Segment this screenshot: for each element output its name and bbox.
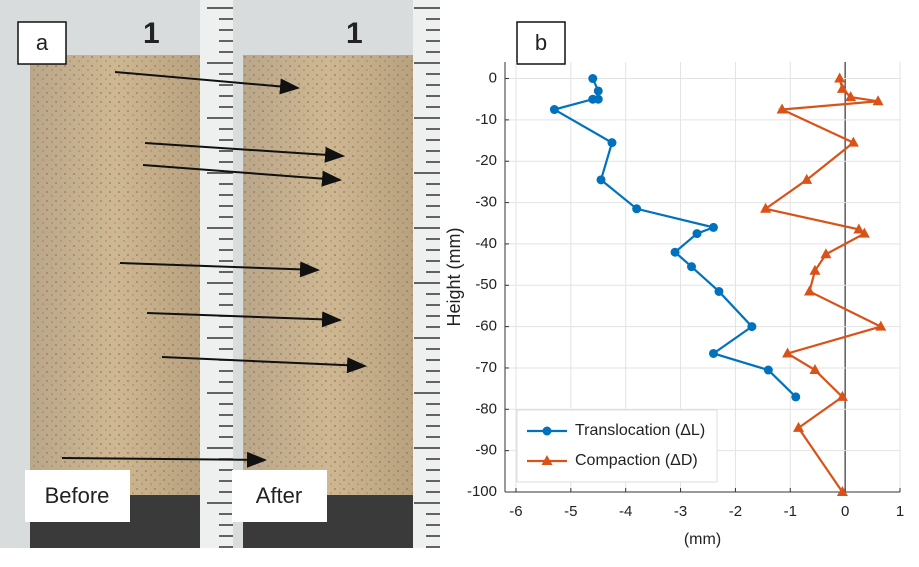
y-tick-label: -60 <box>475 318 497 335</box>
marker <box>791 392 801 402</box>
x-tick-label: 1 <box>896 503 904 520</box>
marker <box>670 247 680 257</box>
y-tick-label: 0 <box>489 70 497 87</box>
legend-label: Compaction (ΔD) <box>575 452 698 469</box>
marker <box>847 136 859 147</box>
marker <box>809 364 821 375</box>
marker <box>593 86 603 96</box>
tube-after-grain <box>243 55 413 495</box>
y-tick-label: -10 <box>475 111 497 128</box>
ruler-ticks <box>207 7 440 548</box>
arrow <box>119 261 320 278</box>
y-tick-label: -80 <box>475 400 497 417</box>
marker <box>714 286 724 296</box>
marker <box>793 421 805 432</box>
chart: -6 -5 -4 -3 -2 -1 0 10-10-20-30-40-50-60-70-80-… <box>444 62 904 548</box>
marker <box>607 138 617 148</box>
ruler-before <box>200 0 233 548</box>
marker <box>708 222 718 232</box>
tube-label: 1 <box>143 17 160 50</box>
arrows <box>61 71 367 468</box>
marker <box>801 173 813 184</box>
label-box <box>232 470 327 522</box>
y-tick-label: -50 <box>475 276 497 293</box>
marker <box>776 103 788 114</box>
x-tick-label: 0 <box>841 503 849 520</box>
marker <box>760 202 772 213</box>
panel-label-box <box>17 21 67 65</box>
x-tick-label: -6 <box>509 503 522 520</box>
marker <box>542 426 552 436</box>
panel-label: b <box>535 30 547 55</box>
marker <box>872 95 884 106</box>
y-tick-label: -20 <box>475 152 497 169</box>
marker <box>708 348 718 358</box>
arrow <box>144 142 345 163</box>
y-tick-label: -30 <box>475 194 497 211</box>
panel-label-box <box>516 21 566 65</box>
marker <box>782 347 794 358</box>
panel-label: a <box>36 30 49 55</box>
y-axis-label: Height (mm) <box>444 227 464 326</box>
marker <box>588 94 598 104</box>
marker <box>836 390 848 401</box>
x-axis-label: (mm) <box>684 531 721 548</box>
legend-label: Translocation (ΔL) <box>575 422 705 439</box>
series-line <box>551 78 797 398</box>
tube-label: 1 <box>346 17 363 50</box>
arrow <box>61 451 267 468</box>
y-tick-label: -40 <box>475 235 497 252</box>
label-box <box>25 470 130 522</box>
arrow <box>114 71 300 95</box>
marker <box>836 486 848 496</box>
marker <box>845 91 857 102</box>
marker <box>687 262 697 272</box>
marker <box>853 223 865 234</box>
marker <box>809 264 821 275</box>
marker <box>632 204 642 214</box>
marker <box>692 229 702 239</box>
photo: 1 1 Before After a <box>0 0 440 548</box>
marker <box>836 82 848 93</box>
marker <box>803 285 815 296</box>
x-tick-label: -2 <box>729 503 742 520</box>
marker <box>596 175 606 185</box>
photo-label: After <box>256 483 302 508</box>
tube-before-grain <box>30 55 200 495</box>
photo-label: Before <box>45 483 110 508</box>
marker <box>541 455 553 465</box>
legend-box <box>516 409 718 483</box>
x-tick-label: -1 <box>784 503 797 520</box>
marker <box>588 74 598 84</box>
marker <box>834 72 846 83</box>
x-tick-label: -3 <box>674 503 687 520</box>
marker <box>747 322 757 332</box>
y-tick-label: -90 <box>475 442 497 459</box>
marker <box>763 365 773 375</box>
marker <box>875 320 887 331</box>
marker <box>820 248 832 259</box>
arrow <box>161 356 367 374</box>
y-tick-label: -70 <box>475 359 497 376</box>
marker <box>549 105 559 115</box>
y-tick-label: -100 <box>467 483 497 500</box>
marker <box>858 227 870 238</box>
arrow <box>146 311 342 328</box>
ruler-after <box>413 0 440 548</box>
x-tick-label: -5 <box>564 503 577 520</box>
arrow <box>142 164 342 187</box>
x-tick-label: -4 <box>619 503 632 520</box>
